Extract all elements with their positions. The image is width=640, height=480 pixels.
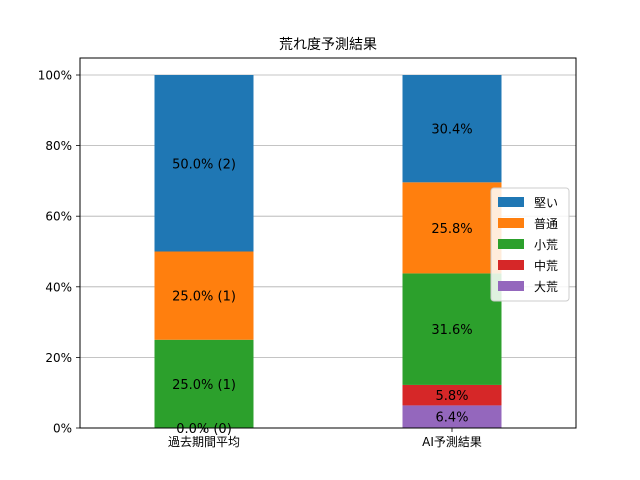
bar-segment: [154, 251, 254, 340]
data-label: 25.0% (1): [172, 378, 236, 393]
bars: [154, 75, 502, 428]
chart-title: 荒れ度予測結果: [279, 37, 377, 53]
data-label: 30.4%: [431, 123, 472, 138]
legend-box: [490, 187, 570, 302]
data-label: 31.6%: [431, 323, 472, 338]
data-label: 25.0% (1): [172, 290, 236, 305]
data-label: 50.0% (2): [172, 157, 236, 172]
legend-label: 堅い: [534, 196, 558, 210]
x-tick-label: AI予測結果: [422, 435, 482, 449]
data-label: 6.4%: [435, 411, 468, 426]
y-tick-label: 80%: [45, 139, 72, 153]
data-label: 5.8%: [435, 389, 468, 404]
bar-segment: [402, 384, 502, 406]
bar-segment: [402, 405, 502, 428]
y-tick-label: 20%: [45, 351, 72, 365]
y-tick-label: 60%: [45, 210, 72, 224]
plot-area-frame: [79, 57, 577, 429]
y-tick-label: 40%: [45, 280, 72, 294]
legend-swatch: [498, 260, 524, 270]
legend-swatch: [498, 218, 524, 228]
legend-label: 普通: [534, 217, 558, 231]
legend-swatch: [498, 239, 524, 249]
legend-label: 大荒: [534, 280, 558, 294]
bar-segment: [154, 75, 254, 252]
axes: 0% 20% 40% 60% 80% 100% 過去期間平均 AI予測結果: [38, 69, 482, 450]
legend-swatch: [498, 197, 524, 207]
bar-segment: [402, 273, 502, 385]
data-labels: 0.0% (0)25.0% (1)25.0% (1)50.0% (2)6.4%5…: [172, 123, 473, 437]
bar-segment: [154, 339, 254, 428]
y-tick-label: 0%: [53, 422, 72, 436]
data-label: 25.8%: [431, 222, 472, 237]
legend-label: 中荒: [534, 258, 558, 273]
y-tick-label: 100%: [38, 69, 72, 83]
legend-label: 小荒: [534, 238, 558, 252]
x-tick-label: 過去期間平均: [168, 435, 240, 449]
bar-segment: [402, 182, 502, 274]
legend-swatch: [498, 281, 524, 291]
bar-segment: [402, 75, 502, 183]
